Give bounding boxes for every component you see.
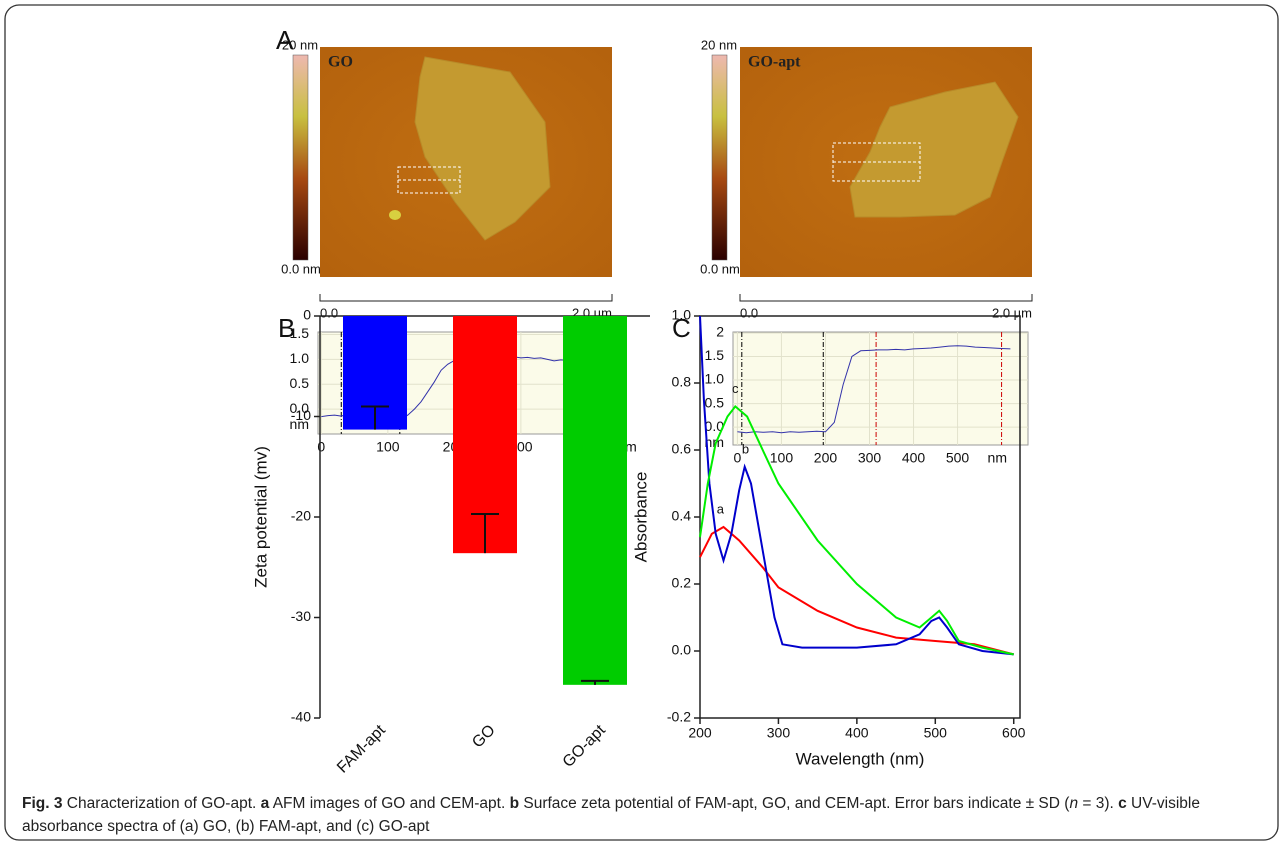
y-tick-label: 0.0 [705,418,725,434]
y-tick-label: 0.5 [290,375,310,391]
caption-run: = 3). [1078,795,1119,812]
y-axis-label: nm [290,416,309,432]
x-tick-label: FAM-apt [334,721,389,776]
error-bar [471,512,499,554]
plot-area [732,331,1029,446]
y-axis-label: Zeta potential (mv) [251,446,270,588]
bar [563,316,627,685]
y-tick-label: 0.5 [705,394,725,410]
colorbar [711,54,728,261]
x-tick-label: 0 [317,439,325,455]
error-bar [361,405,389,430]
caption-run: UV-visible absorbance spectra of (a) GO,… [22,795,1205,835]
x-tick-label: 600 [1002,725,1026,741]
x-tick-label: GO-apt [560,721,610,771]
afm-flake [849,81,1019,218]
annotation: a [717,502,725,517]
colorbar-min: 0.0 nm [700,261,740,276]
x-tick-label: 100 [376,439,400,455]
y-tick-label: 1.5 [290,325,310,341]
colorbar-min: 0.0 nm [281,261,321,276]
afm-title: GO-apt [748,54,801,71]
y-tick-label: 1.5 [705,347,725,363]
x-tick-label: 400 [902,450,926,466]
scale-bar [319,294,613,302]
caption-run: a [260,795,270,812]
caption-run: AFM images of GO and CEM-apt. [269,795,510,812]
error-bar [581,679,609,685]
series-line [737,345,1011,434]
x-tick-label: 400 [845,725,869,741]
x-tick-label: 100 [770,450,794,466]
y-tick-label: -0.2 [667,709,691,725]
y-tick-label: 0.0 [672,642,692,658]
x-tick-label: 300 [858,450,882,466]
annotation: b [742,441,749,456]
x-tick-label: GO [469,722,499,752]
y-tick-label: -20 [291,508,311,524]
caption-run: Characterization of GO-apt. [62,795,261,812]
caption-run: c [1118,795,1127,812]
y-tick-label: 1.0 [705,371,725,387]
caption-run: Fig. 3 [22,795,63,812]
x-tick-label: 500 [924,725,948,741]
colorbar [292,54,309,261]
y-tick-label: 0.0 [290,400,310,416]
x-tick-label: 200 [688,725,712,741]
y-tick-label: 0.8 [672,374,692,390]
y-tick-label: 0.4 [672,508,692,524]
scale-start: 0.0 [320,305,338,320]
series-line [699,315,1014,656]
afm-title: GO [328,54,353,71]
x-tick-label: 200 [814,450,838,466]
afm-particle [389,210,401,220]
caption-run: b [509,795,520,812]
colorbar-max: 20 nm [282,37,318,52]
annotation: c [732,381,739,396]
afm-flake [414,56,551,241]
y-axis-label: Absorbance [631,472,650,563]
scale-start: 0.0 [740,305,758,320]
y-tick-label: 0.6 [672,441,692,457]
y-tick-label: -30 [291,608,311,624]
y-tick-label: -10 [291,407,311,423]
figure-border [4,4,1279,841]
x-tick-label: 0 [734,450,742,466]
y-tick-label: -40 [291,709,311,725]
scale-bar [739,294,1033,302]
y-tick-label: 1.0 [672,307,692,323]
caption: Fig. 3 Characterization of GO-apt. a AFM… [22,792,1272,838]
colorbar-max: 20 nm [701,37,737,52]
y-tick-label: 0.2 [672,575,692,591]
series-line [699,525,1014,656]
panel-label: B [278,313,295,343]
panel-label: C [672,313,691,343]
x-axis-label: Wavelength (nm) [796,749,925,768]
series-line [699,404,1014,656]
scale-end: 2.0 µm [992,305,1032,320]
x-axis-label: nm [988,450,1007,466]
y-tick-label: 1.0 [290,350,310,366]
panel-label: A [276,25,294,55]
x-tick-label: 500 [946,450,970,466]
x-tick-label: 300 [767,725,791,741]
caption-run: Surface zeta potential of FAM-apt, GO, a… [519,795,1070,812]
y-tick-label: 0 [303,307,311,323]
caption-run: n [1069,795,1079,812]
y-tick-label: 2 [716,324,724,340]
